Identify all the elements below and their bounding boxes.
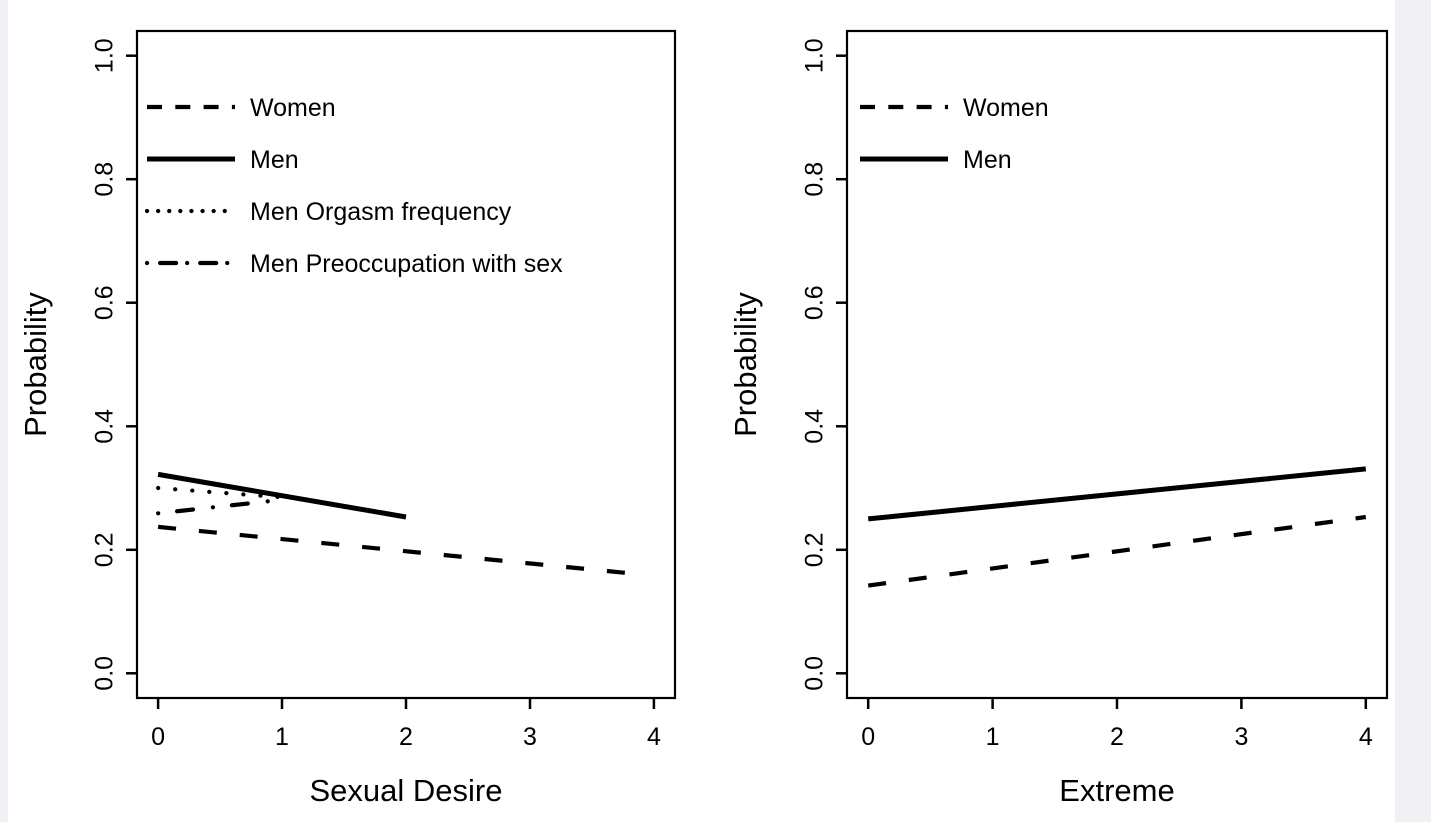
legend-label-men: Men: [963, 146, 1012, 174]
x-tick-label: 2: [399, 723, 413, 751]
y-tick-label: 1.0: [801, 38, 829, 73]
x-axis-title: Sexual Desire: [310, 773, 503, 808]
y-tick-label: 0.8: [801, 162, 829, 197]
series-line-men: [157, 471, 407, 520]
y-tick-label: 0.8: [91, 162, 119, 197]
series-line-men-preoccupation-with-sex: [156, 497, 285, 516]
x-tick-label: 2: [1110, 723, 1124, 751]
legend-label-men: Men: [250, 146, 299, 174]
x-tick-label: 0: [861, 723, 875, 751]
y-tick-label: 1.0: [91, 38, 119, 73]
y-tick-label: 0.0: [91, 656, 119, 691]
x-tick-label: 3: [1234, 723, 1248, 751]
chart-extreme: 0 1 2 3 4 0.0 0.2 0.4 0.6 0.8 1.0 Extreme Probabilit…: [728, 29, 1389, 808]
y-tick-label: 0.4: [801, 409, 829, 444]
series-line-men: [867, 466, 1367, 522]
y-axis-title: Probability: [18, 292, 53, 437]
page-right-border: [1395, 0, 1431, 822]
chart-sexual-desire: 0 1 2 3 4 0.0 0.2 0.4 0.6 0.8 1.0 Sexual Desire Prob…: [18, 29, 677, 808]
x-tick-label: 4: [647, 723, 661, 751]
y-tick-label: 0.6: [91, 285, 119, 320]
y-tick-label: 0.0: [801, 656, 829, 691]
x-axis-title: Extreme: [1059, 773, 1174, 808]
y-tick-label: 0.4: [91, 409, 119, 444]
y-tick-label: 0.2: [801, 532, 829, 567]
x-tick-label: 4: [1359, 723, 1373, 751]
page-left-border: [0, 0, 8, 822]
series-line-women: [867, 514, 1367, 588]
legend-label-men-orgasm-frequency: Men Orgasm frequency: [250, 198, 512, 226]
x-tick-label: 0: [151, 723, 165, 751]
x-tick-label: 3: [523, 723, 537, 751]
y-axis-title: Probability: [728, 292, 763, 437]
legend-label-women: Women: [250, 94, 336, 122]
plot-box: [135, 29, 677, 700]
y-tick-label: 0.2: [91, 532, 119, 567]
legend-label-women: Women: [963, 94, 1049, 122]
plot-box: [845, 29, 1389, 700]
x-tick-label: 1: [275, 723, 289, 751]
legend-label-men-preoccupation-with-sex: Men Preoccupation with sex: [250, 250, 563, 278]
x-tick-label: 1: [986, 723, 1000, 751]
series-line-men-orgasm-frequency: [156, 485, 285, 500]
y-tick-label: 0.6: [801, 285, 829, 320]
